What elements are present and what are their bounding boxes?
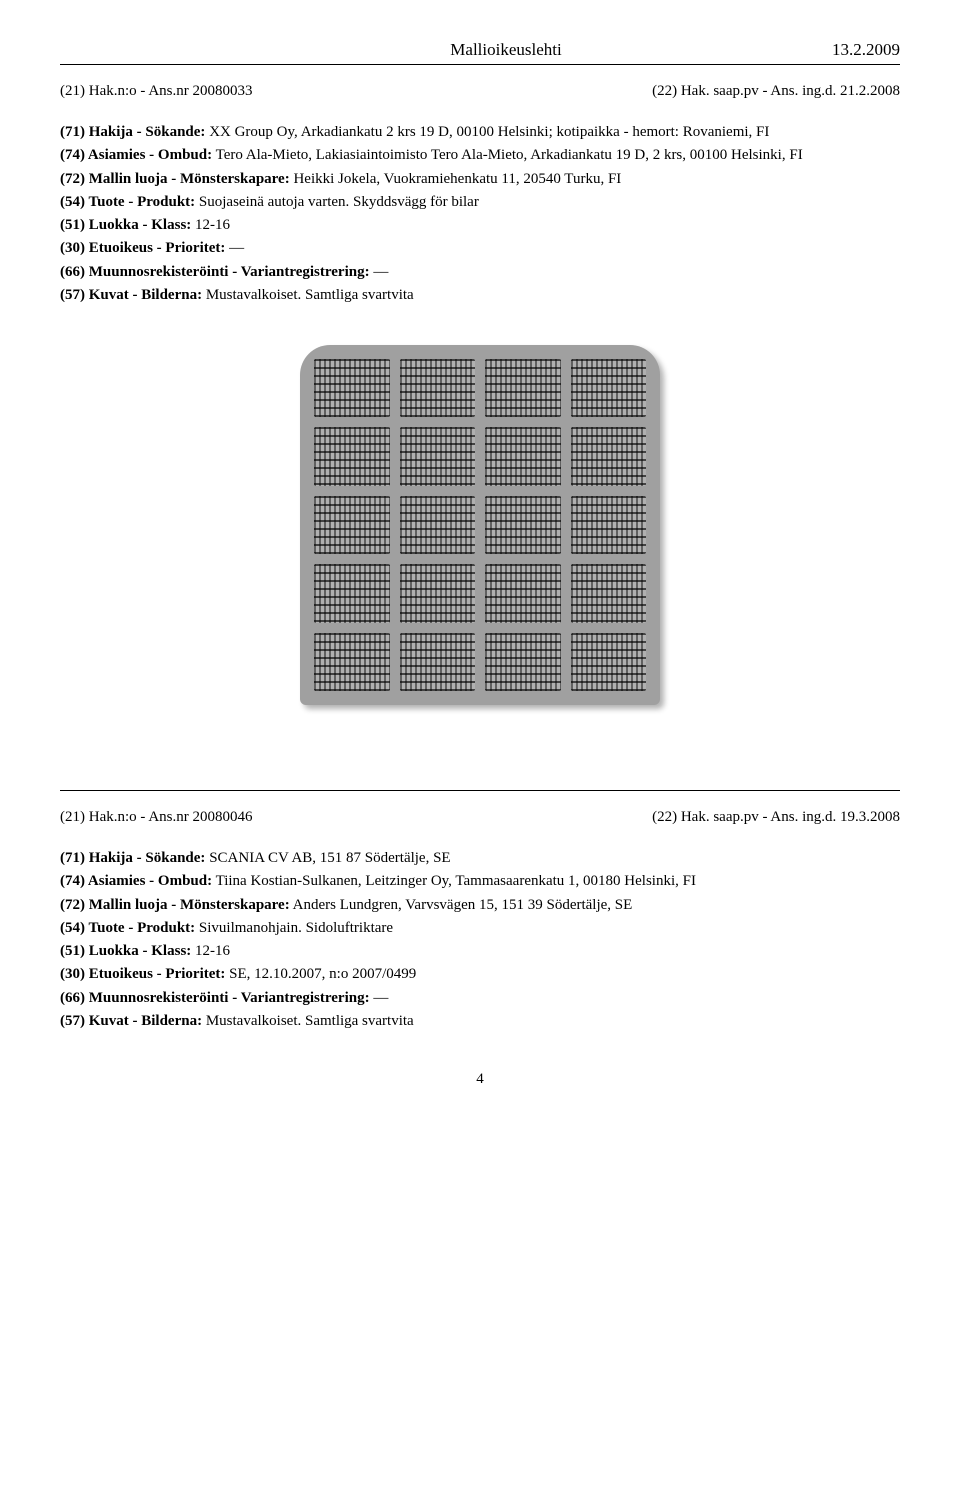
field-images: (57) Kuvat - Bilderna: Mustavalkoiset. S… bbox=[60, 285, 900, 305]
field-variant: (66) Muunnosrekisteröinti - Variantregis… bbox=[60, 988, 900, 1008]
field-creator: (72) Mallin luoja - Mönsterskapare: Ande… bbox=[60, 895, 900, 915]
field-applicant: (71) Hakija - Sökande: XX Group Oy, Arka… bbox=[60, 122, 900, 142]
journal-date: 13.2.2009 bbox=[832, 40, 900, 60]
filing-date: (22) Hak. saap.pv - Ans. ing.d. 19.3.200… bbox=[652, 809, 900, 826]
field-priority: (30) Etuoikeus - Prioritet: — bbox=[60, 238, 900, 258]
page-header: Mallioikeuslehti 13.2.2009 bbox=[60, 40, 900, 60]
design-figure bbox=[60, 345, 900, 710]
application-number: (21) Hak.n:o - Ans.nr 20080046 bbox=[60, 809, 252, 826]
field-variant: (66) Muunnosrekisteröinti - Variantregis… bbox=[60, 262, 900, 282]
page-number: 4 bbox=[60, 1071, 900, 1088]
field-images: (57) Kuvat - Bilderna: Mustavalkoiset. S… bbox=[60, 1011, 900, 1031]
filing-date: (22) Hak. saap.pv - Ans. ing.d. 21.2.200… bbox=[652, 83, 900, 100]
field-product: (54) Tuote - Produkt: Suojaseinä autoja … bbox=[60, 192, 900, 212]
application-number: (21) Hak.n:o - Ans.nr 20080033 bbox=[60, 83, 252, 100]
field-class: (51) Luokka - Klass: 12-16 bbox=[60, 215, 900, 235]
field-creator: (72) Mallin luoja - Mönsterskapare: Heik… bbox=[60, 169, 900, 189]
journal-title: Mallioikeuslehti bbox=[180, 40, 832, 60]
field-agent: (74) Asiamies - Ombud: Tiina Kostian-Sul… bbox=[60, 871, 900, 891]
entry-head: (21) Hak.n:o - Ans.nr 20080033 (22) Hak.… bbox=[60, 83, 900, 100]
entry-head: (21) Hak.n:o - Ans.nr 20080046 (22) Hak.… bbox=[60, 809, 900, 826]
field-product: (54) Tuote - Produkt: Sivuilmanohjain. S… bbox=[60, 918, 900, 938]
entry-fields: (71) Hakija - Sökande: XX Group Oy, Arka… bbox=[60, 122, 900, 305]
header-rule bbox=[60, 64, 900, 65]
field-class: (51) Luokka - Klass: 12-16 bbox=[60, 941, 900, 961]
field-agent: (74) Asiamies - Ombud: Tero Ala-Mieto, L… bbox=[60, 145, 900, 165]
grille-icon bbox=[300, 345, 660, 705]
entry-fields: (71) Hakija - Sökande: SCANIA CV AB, 151… bbox=[60, 848, 900, 1031]
field-priority: (30) Etuoikeus - Prioritet: SE, 12.10.20… bbox=[60, 964, 900, 984]
entry-separator bbox=[60, 790, 900, 791]
field-applicant: (71) Hakija - Sökande: SCANIA CV AB, 151… bbox=[60, 848, 900, 868]
